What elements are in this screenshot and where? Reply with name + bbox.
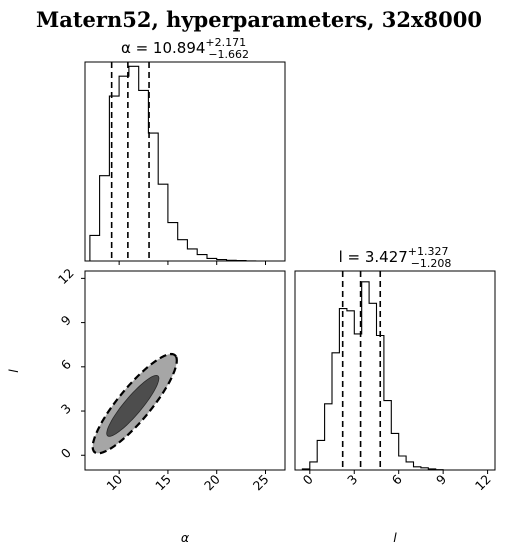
xtick-label: 6 [389,471,405,487]
xtick-label: 12 [472,472,494,494]
alpha-minus-error: −1.662 [208,48,249,61]
alpha-marginal-xticks [118,261,266,265]
joint-panel: 10 15 20 25 0 3 6 9 12 α l [6,265,286,545]
l-marginal-panel: l = 3.427+1.327 −1.208 0 3 6 9 12 l [294,245,496,545]
alpha-quantile-lines [110,62,150,261]
xtick-label: 3 [344,472,360,488]
alpha-marginal-panel: α = 10.894+2.171 −1.662 [84,36,286,265]
l-marginal-xticks: 0 3 6 9 12 [300,470,494,493]
l-histogram [301,281,458,471]
figure-title: Matern52, hyperparameters, 32x8000 [36,7,482,32]
xtick-label: 20 [201,471,223,493]
ytick-label: 9 [58,312,74,328]
l-plus-error: +1.327 [408,245,449,258]
ytick-label: 3 [58,401,74,417]
l-marginal-frame [294,270,496,471]
alpha-marginal-title: α = 10.894+2.171 −1.662 [121,36,249,61]
xtick-label: 10 [103,471,125,493]
ytick-label: 12 [55,265,77,287]
xtick-label: 0 [300,471,316,487]
joint-yticks: 0 3 6 9 12 [55,265,85,461]
l-histogram-step [301,281,458,471]
ytick-label: 6 [58,356,74,372]
l-quantile-lines [341,271,382,470]
outer-contour-dashed-line [91,352,178,455]
alpha-marginal-frame [84,61,286,262]
ytick-label: 0 [58,445,74,461]
alpha-histogram [89,65,285,262]
joint-contours [91,352,178,455]
joint-ylabel: l [6,369,21,373]
xtick-label: 9 [433,471,449,487]
joint-xticks: 10 15 20 25 [103,470,272,494]
xtick-label: 15 [152,472,174,494]
l-marginal-xlabel: l [393,530,397,545]
alpha-plus-error: +2.171 [205,36,246,49]
l-marginal-title: l = 3.427+1.327 −1.208 [339,245,452,270]
joint-frame [84,270,286,471]
inner-contour-fill [106,374,160,437]
l-minus-error: −1.208 [411,257,452,270]
joint-xlabel: α [181,530,190,545]
xtick-label: 25 [250,472,272,494]
alpha-histogram-step [89,65,285,262]
